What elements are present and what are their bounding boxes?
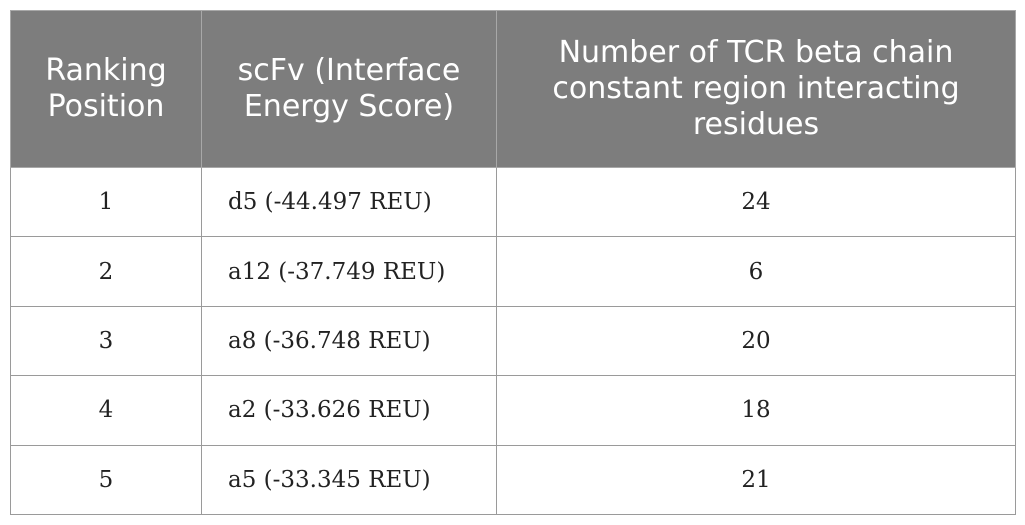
cell-rank: 1: [10, 166, 202, 238]
table-row: 4 a2 (-33.626 REU) 18: [10, 375, 1016, 446]
cell-rank: 4: [10, 375, 202, 446]
table-row: 1 d5 (-44.497 REU) 24: [10, 166, 1016, 238]
cell-scfv: a8 (-36.748 REU): [201, 305, 497, 377]
results-table: Ranking Position scFv (Interface Energy …: [10, 10, 1016, 516]
table-header-row: Ranking Position scFv (Interface Energy …: [10, 10, 1016, 168]
cell-residue-count: 24: [496, 166, 1016, 238]
cell-rank: 2: [10, 236, 202, 307]
table-row: 2 a12 (-37.749 REU) 6: [10, 236, 1016, 307]
cell-residue-count: 21: [496, 444, 1016, 516]
cell-residue-count: 18: [496, 375, 1016, 446]
table-row: 3 a8 (-36.748 REU) 20: [10, 305, 1016, 377]
cell-scfv: a5 (-33.345 REU): [201, 444, 497, 516]
cell-scfv: a12 (-37.749 REU): [201, 236, 497, 307]
header-scfv: scFv (Interface Energy Score): [201, 10, 497, 168]
cell-rank: 3: [10, 305, 202, 377]
header-interacting-residues: Number of TCR beta chain constant region…: [496, 10, 1016, 168]
table-row: 5 a5 (-33.345 REU) 21: [10, 444, 1016, 516]
cell-rank: 5: [10, 444, 202, 516]
cell-residue-count: 20: [496, 305, 1016, 377]
cell-residue-count: 6: [496, 236, 1016, 307]
header-ranking-position: Ranking Position: [10, 10, 202, 168]
cell-scfv: d5 (-44.497 REU): [201, 166, 497, 238]
results-table-container: Ranking Position scFv (Interface Energy …: [10, 10, 1016, 516]
cell-scfv: a2 (-33.626 REU): [201, 375, 497, 446]
